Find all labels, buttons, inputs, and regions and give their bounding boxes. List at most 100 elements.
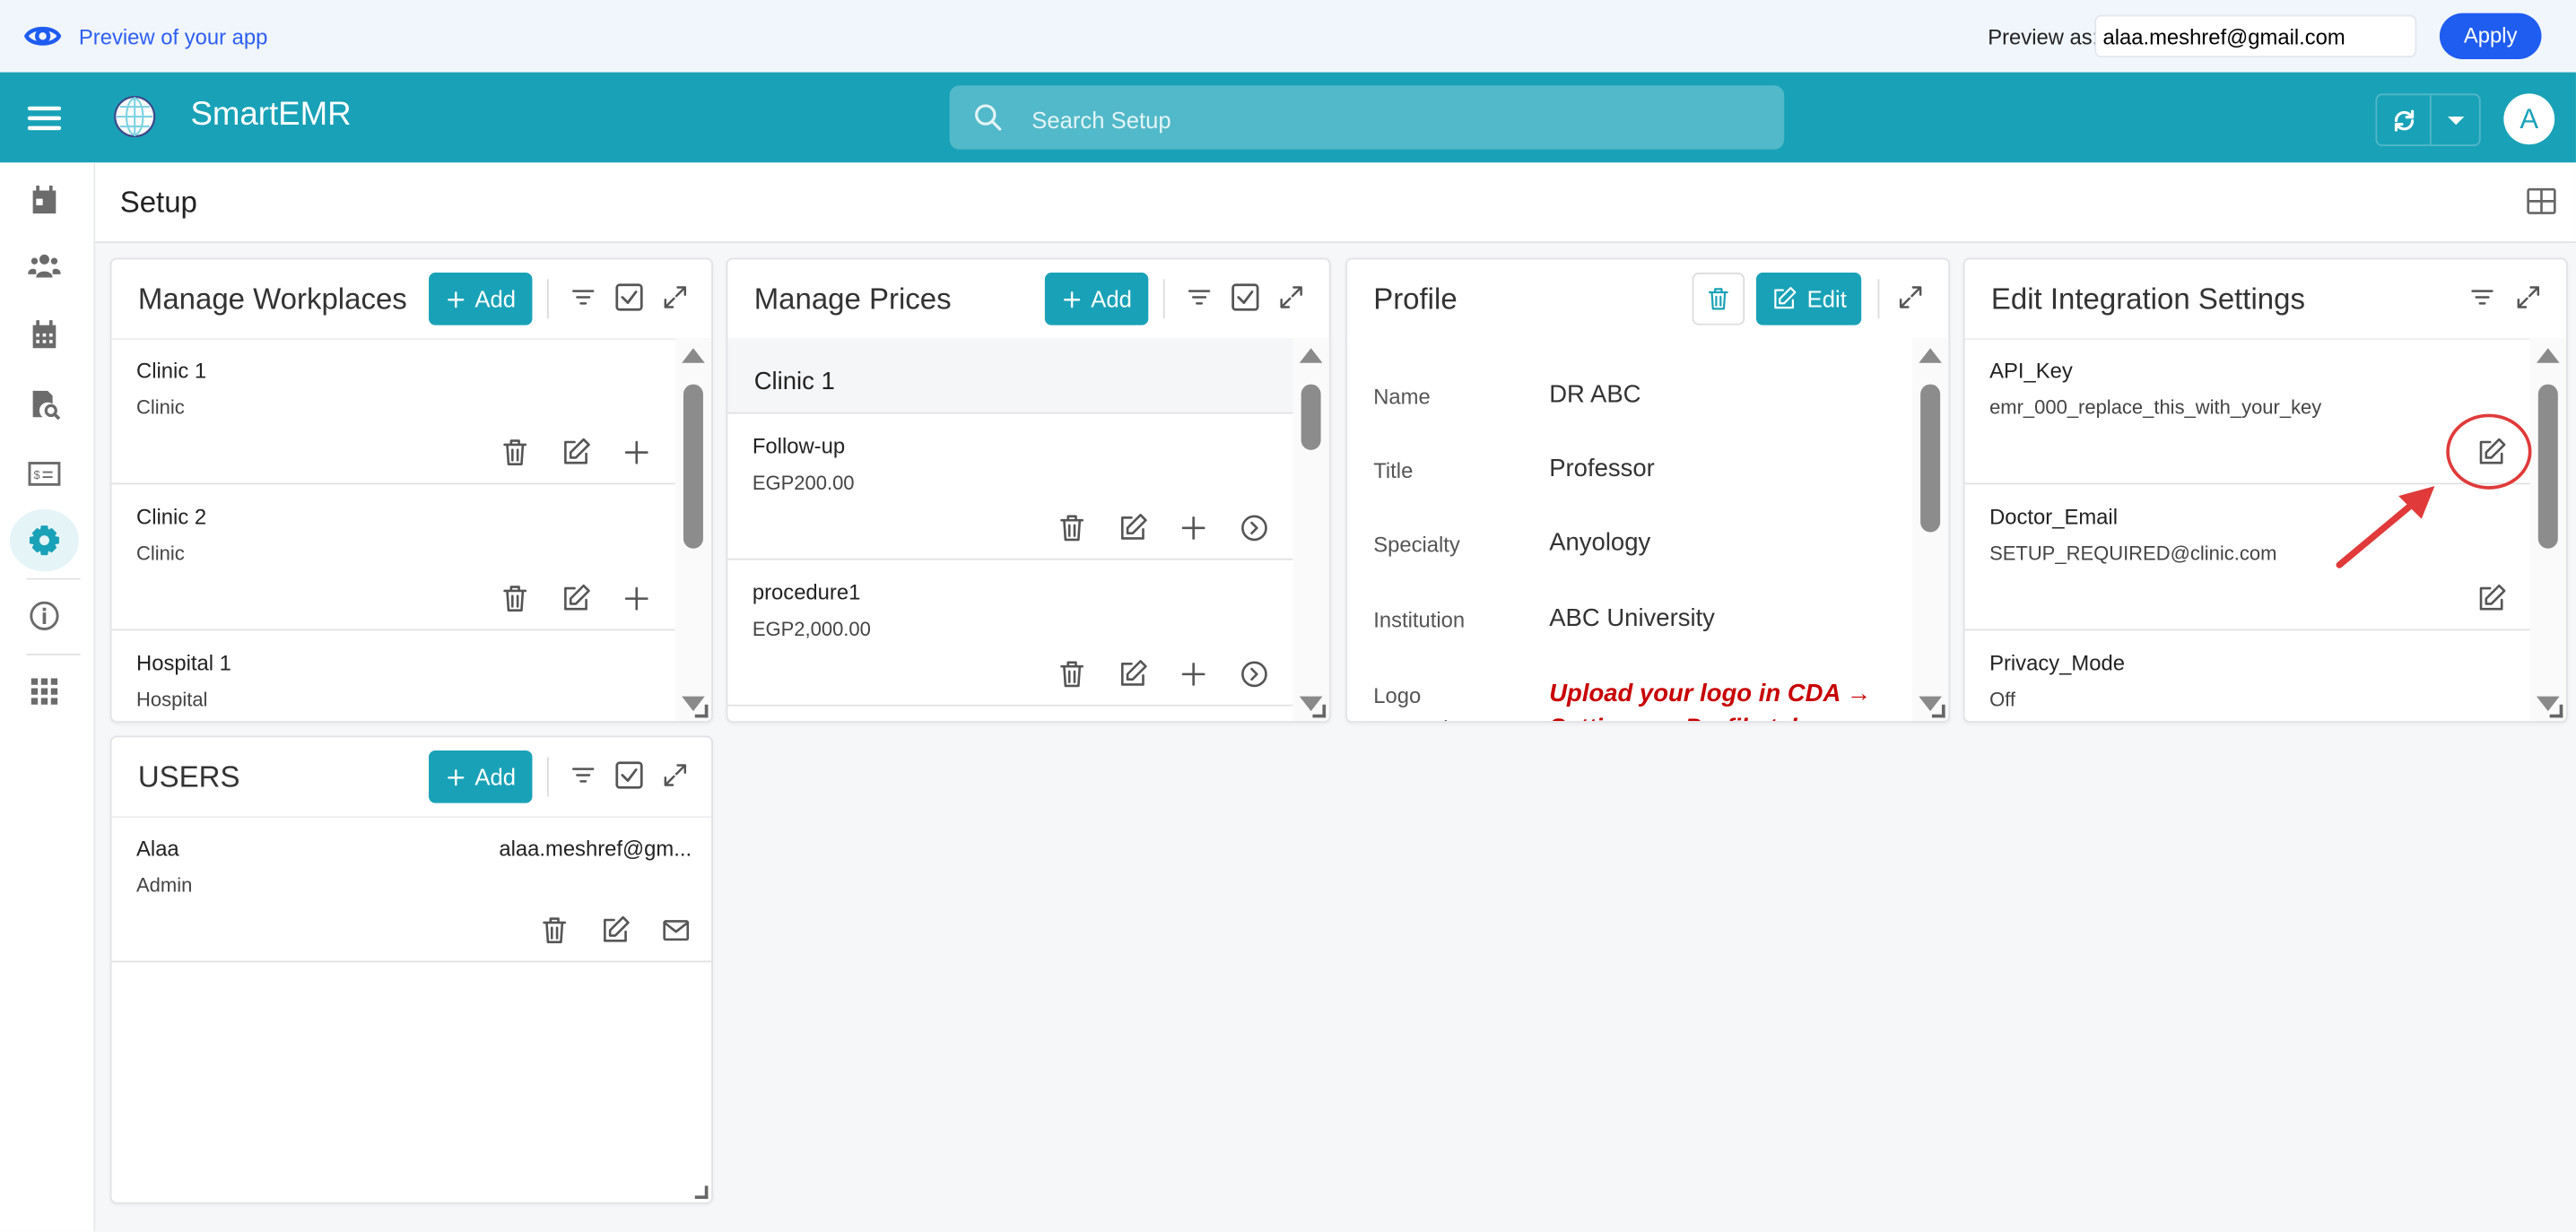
- user-email: alaa.meshref@gm...: [499, 836, 692, 861]
- hamburger-menu-icon[interactable]: [26, 102, 62, 143]
- layout-grid-icon[interactable]: [2527, 187, 2556, 223]
- workplace-name: Clinic 1: [136, 358, 207, 383]
- edit-icon[interactable]: [600, 915, 631, 954]
- integration-settings-panel: Edit Integration Settings API_Key emr_00…: [1962, 257, 2568, 723]
- preview-as-input[interactable]: [2094, 14, 2417, 58]
- edit-icon[interactable]: [561, 583, 592, 622]
- resize-handle[interactable]: [694, 1185, 709, 1200]
- select-checkbox-icon[interactable]: [613, 759, 646, 800]
- vertical-scrollbar[interactable]: [674, 338, 712, 722]
- search-bar[interactable]: [949, 85, 1785, 153]
- edit-icon[interactable]: [1117, 658, 1148, 698]
- user-name: Alaa: [136, 836, 179, 861]
- field-label: Name: [1373, 384, 1431, 410]
- sync-button-group: [2375, 93, 2481, 147]
- plus-icon[interactable]: [621, 437, 652, 476]
- divider: [1162, 279, 1165, 319]
- add-user-button[interactable]: Add: [429, 750, 533, 803]
- field-value-warning: Upload your logo in CDA → Settings → Pro…: [1549, 680, 1872, 721]
- chevron-right-circle-icon[interactable]: [1239, 658, 1270, 698]
- expand-icon[interactable]: [660, 760, 690, 798]
- sidebar-item-file-search[interactable]: [10, 373, 79, 436]
- search-input[interactable]: [1028, 85, 1758, 153]
- expand-icon[interactable]: [1896, 282, 1926, 320]
- field-value: Anyology: [1549, 528, 1651, 557]
- sidebar-item-settings[interactable]: [9, 508, 79, 572]
- billing-icon: $: [28, 462, 61, 486]
- field-label: Logo Instructions: [1373, 682, 1483, 721]
- resize-handle[interactable]: [1931, 704, 1945, 718]
- trash-icon: [1705, 286, 1731, 312]
- resize-handle[interactable]: [1312, 704, 1327, 718]
- trash-icon[interactable]: [500, 583, 531, 622]
- add-label: Add: [474, 285, 517, 313]
- list-item[interactable]: Doctor_Email SETUP_REQUIRED@clinic.com: [1964, 484, 2530, 631]
- list-item[interactable]: Hospital 1 Hospital: [112, 630, 675, 721]
- app-brand: SmartEMR: [190, 97, 352, 134]
- price-value: EGP200.00: [752, 471, 855, 495]
- trash-icon[interactable]: [1057, 512, 1088, 551]
- resize-handle[interactable]: [694, 704, 709, 718]
- user-avatar[interactable]: A: [2503, 93, 2555, 145]
- sidebar-item-info[interactable]: [10, 585, 79, 647]
- filter-icon[interactable]: [2467, 282, 2497, 320]
- list-item[interactable]: Alaa alaa.meshref@gm... Admin: [111, 816, 712, 963]
- sidebar-item-apps[interactable]: [10, 660, 79, 723]
- sidebar-item-calendar[interactable]: [10, 304, 79, 367]
- expand-icon[interactable]: [2513, 282, 2543, 320]
- sync-dropdown-button[interactable]: [2432, 95, 2479, 144]
- plus-icon[interactable]: [621, 583, 652, 622]
- workplace-type: Clinic: [136, 542, 185, 566]
- select-checkbox-icon[interactable]: [1229, 281, 1262, 322]
- field-value: Professor: [1549, 455, 1655, 483]
- gear-icon: [29, 525, 59, 556]
- list-item[interactable]: procedure1 EGP2,000.00: [727, 560, 1293, 707]
- vertical-scrollbar[interactable]: [1292, 338, 1329, 722]
- sidebar-item-calendar-day[interactable]: [10, 169, 79, 232]
- filter-icon[interactable]: [1185, 282, 1214, 320]
- manage-prices-panel: Manage Prices Add Clinic 1 Follow-up EGP…: [726, 257, 1331, 723]
- edit-icon[interactable]: [2476, 583, 2507, 622]
- app-header: SmartEMR A: [0, 72, 2576, 163]
- field-label: Title: [1373, 458, 1414, 483]
- edit-profile-button[interactable]: Edit: [1755, 273, 1862, 325]
- vertical-scrollbar[interactable]: [2529, 338, 2566, 722]
- list-item[interactable]: Privacy_Mode Off: [1965, 630, 2530, 721]
- trash-icon[interactable]: [500, 437, 531, 476]
- list-item[interactable]: Follow-up EGP200.00: [727, 414, 1293, 560]
- filter-icon[interactable]: [569, 760, 598, 798]
- sync-button[interactable]: [2377, 95, 2432, 145]
- globe-logo-icon: [112, 92, 158, 142]
- mail-icon[interactable]: [660, 915, 692, 954]
- info-icon: [30, 601, 59, 630]
- workplace-name: Clinic 2: [136, 504, 207, 529]
- list-item[interactable]: Clinic 2 Clinic: [111, 484, 675, 631]
- delete-profile-button[interactable]: [1692, 273, 1745, 325]
- sidebar-item-users[interactable]: [10, 235, 79, 298]
- setting-key: Doctor_Email: [1989, 504, 2118, 529]
- add-workplace-button[interactable]: Add: [429, 273, 533, 325]
- plus-icon[interactable]: [1178, 658, 1209, 698]
- expand-icon[interactable]: [1276, 282, 1306, 320]
- divider: [546, 279, 549, 319]
- field-label: Specialty: [1373, 532, 1460, 557]
- edit-icon[interactable]: [1117, 512, 1148, 551]
- expand-icon[interactable]: [660, 282, 690, 320]
- setting-value: emr_000_replace_this_with_your_key: [1989, 395, 2322, 420]
- list-item[interactable]: API_Key emr_000_replace_this_with_your_k…: [1964, 338, 2530, 485]
- plus-icon[interactable]: [1178, 512, 1209, 551]
- add-price-button[interactable]: Add: [1044, 273, 1149, 325]
- filter-icon[interactable]: [569, 282, 598, 320]
- edit-icon[interactable]: [561, 437, 592, 476]
- trash-icon[interactable]: [1057, 658, 1088, 698]
- vertical-scrollbar[interactable]: [1911, 338, 1949, 722]
- list-item[interactable]: Clinic 1 Clinic: [111, 338, 675, 485]
- apply-button[interactable]: Apply: [2439, 13, 2542, 59]
- chevron-right-circle-icon[interactable]: [1239, 512, 1270, 551]
- search-icon: [975, 104, 1002, 131]
- sidebar-item-billing[interactable]: $: [10, 442, 79, 505]
- select-checkbox-icon[interactable]: [613, 281, 646, 322]
- add-label: Add: [1091, 285, 1132, 313]
- trash-icon[interactable]: [539, 915, 570, 954]
- resize-handle[interactable]: [2549, 704, 2563, 718]
